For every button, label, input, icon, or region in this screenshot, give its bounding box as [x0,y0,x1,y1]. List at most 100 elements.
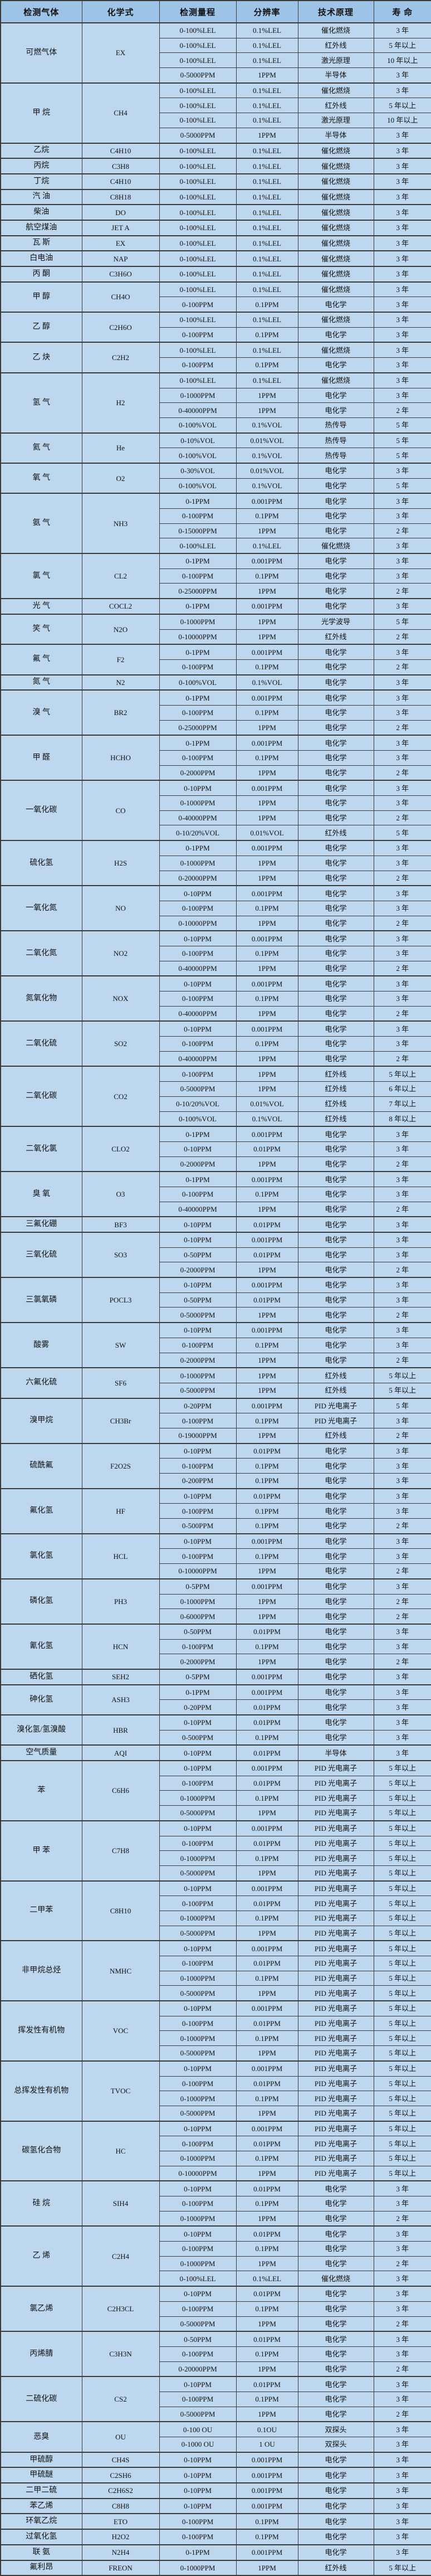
chemical-formula-cell: COCL2 [81,598,160,615]
principle-cell: 热传导 [297,432,374,449]
chemical-formula-cell: C2H6O [81,312,160,343]
detection-range-cell: 0-100%LEL [159,158,237,174]
resolution-cell: 1PPM [236,1262,298,1278]
detection-range-cell: 0-1PPM [159,644,237,660]
detection-range-cell: 0-5000PPM [159,2105,237,2122]
principle-cell: 红外线 [297,629,374,645]
resolution-cell: 1PPM [236,402,298,418]
detection-range-cell: 0-500PPM [159,1518,237,1534]
detection-range-cell: 0-5000PPM [159,2045,237,2062]
resolution-cell: 0.1PPM [236,2241,298,2257]
table-row: 非甲烷总烃 NMHC 0-10PPM 0.001PPM PID 光电离子 5 年以上 [0,1940,431,2001]
lifespan-cell: 3 年 [373,2225,431,2242]
table-row: 环氧乙烷 ETO 0-100PPM 0.1PPM 电化学 3 年 [0,2513,431,2530]
principle-cell: 电化学 [297,2513,374,2530]
principle-cell: PID 光电离子 [297,1413,374,1428]
chemical-formula-cell: EX [81,22,160,84]
detection-range-cell: 0-5000PPM [159,1382,237,1399]
col-header-range: 检测量程 [159,0,237,23]
table-row: 0-100%LEL 0.1%LEL 红外线 5 年以上 [1,98,431,114]
lifespan-cell: 3 年 [373,538,431,554]
detection-range-cell: 0-20000PPM [159,2361,237,2377]
resolution-cell: 0.1%LEL [236,2271,298,2287]
principle-cell: 半导体 [297,127,374,144]
chemical-formula-cell: N2 [81,674,160,691]
detection-range-cell: 0-100%LEL [159,142,237,159]
gas-name-cell: 丙烷 [0,158,82,174]
detection-range-cell: 0-10PPM [159,1277,237,1293]
detection-range-cell: 0-10PPM [159,2286,237,2302]
lifespan-cell: 3 年 [373,1472,431,1489]
detection-range-cell: 0-10PPM [159,2120,237,2137]
table-row: 0-100PPM 0.1PPM 电化学 3 年 [1,297,431,313]
principle-cell: PID 光电离子 [297,1775,374,1791]
chemical-formula-cell: TVOC [81,2060,160,2122]
gas-name-cell: 光 气 [0,598,82,615]
principle-cell: 电化学 [297,1020,374,1037]
gas-name-cell: 臭 氧 [0,1171,82,1217]
table-row: 光 气 COCL2 0-1PPM 0.001PPM 电化学 3 年 [0,598,431,615]
lifespan-cell: 2 年 [373,810,431,826]
table-row: 0-10PPM 0.01PPM 电化学 3 年 [1,1141,431,1157]
chemical-formula-cell: NO2 [81,930,160,976]
resolution-cell: 0.001PPM [236,2000,298,2016]
table-row: 0-40000PPM 1PPM 电化学 2 年 [1,960,431,976]
table-row: 0-100PPM 0.01PPM PID 光电离子 5 年以上 [1,2136,431,2151]
resolution-cell: 0.1%LEL [236,98,298,114]
table-row: 0-100PPM 0.01PPM PID 光电离子 5 年以上 [1,1895,431,1911]
table-row: 0-100PPM 0.1PPM 电化学 3 年 [1,1458,431,1474]
table-row: 硒化氢 SEH2 0-5PPM 0.001PPM 电化学 3 年 [0,1668,431,1685]
lifespan-cell: 2 年 [373,1307,431,1323]
lifespan-cell: 3 年 [373,158,431,174]
chemical-formula-cell: HBR [81,1714,160,1746]
resolution-cell: 0.01PPM [236,1895,298,1911]
detection-range-cell: 0-25000PPM [159,583,237,599]
detection-range-cell: 0-10PPM [159,2225,237,2242]
resolution-cell: 1PPM [236,2361,298,2377]
detection-range-cell: 0-1000PPM [159,1910,237,1926]
lifespan-cell: 2 年 [373,2210,431,2227]
table-row: 0-10000PPM 1PPM PID 光电离子 5 年以上 [1,2165,431,2181]
principle-cell: 电化学 [297,402,374,418]
lifespan-cell: 5 年 [373,613,431,630]
principle-cell: 电化学 [297,1292,374,1308]
resolution-cell: 0.001PPM [236,1760,298,1776]
chemical-formula-cell: HCHO [81,735,160,781]
chemical-formula-cell: NO [81,885,160,931]
principle-cell: 电化学 [297,1593,374,1610]
resolution-cell: 0.1PPM [236,508,298,524]
principle-cell: PID 光电离子 [297,2136,374,2151]
gas-name-cell: 恶臭 [0,2421,82,2453]
gas-name-cell: 笑 气 [0,613,82,645]
resolution-cell: 0.1%LEL [236,281,298,298]
table-row: 0-40000PPM 1PPM 电化学 2 年 [1,402,431,418]
resolution-cell: 0.1PPM [236,704,298,721]
detection-range-cell: 0-100PPM [159,991,237,1007]
principle-cell: 热传导 [297,417,374,434]
chemical-formula-cell: SF6 [81,1367,160,1399]
table-row: 二氧化硫 SO2 0-10PPM 0.001PPM 电化学 3 年 [0,1020,431,1067]
resolution-cell: 1PPM [236,2045,298,2062]
col-header-resolution: 分辨率 [236,0,298,23]
detection-range-cell: 0-25000PPM [159,720,237,736]
resolution-cell: 0.001PPM [236,553,298,569]
table-row: 0-100%VOL 0.1%VOL 红外线 8 年以上 [1,1111,431,1127]
detection-range-cell: 0-50PPM [159,1623,237,1640]
principle-cell: 电化学 [297,1156,374,1172]
resolution-cell: 0.01PPM [236,1216,298,1233]
detection-range-cell: 0-100PPM [159,1956,237,1971]
lifespan-cell: 5 年以上 [373,2091,431,2106]
principle-cell: 红外线 [297,98,374,114]
resolution-cell: 0.1PPM [236,2529,298,2545]
gas-name-cell: 二硫化碳 [0,2376,82,2422]
gas-name-cell: 氟化氢 [0,1488,82,1534]
chemical-formula-cell: FREON [81,2559,160,2576]
detection-range-cell: 0-1000PPM [159,613,237,630]
table-row: 0-500PPM 0.1PPM 电化学 3 年 [1,1729,431,1746]
resolution-cell: 0.1PPM [236,659,298,675]
resolution-cell: 0.1%LEL [236,142,298,159]
resolution-cell: 0.1PPM [236,297,298,313]
table-row: 硫酰氟 F2O2S 0-10PPM 0.01PPM 电化学 3 年 [0,1442,431,1489]
resolution-cell: 1PPM [236,1156,298,1172]
lifespan-cell: 3 年 [373,2331,431,2347]
